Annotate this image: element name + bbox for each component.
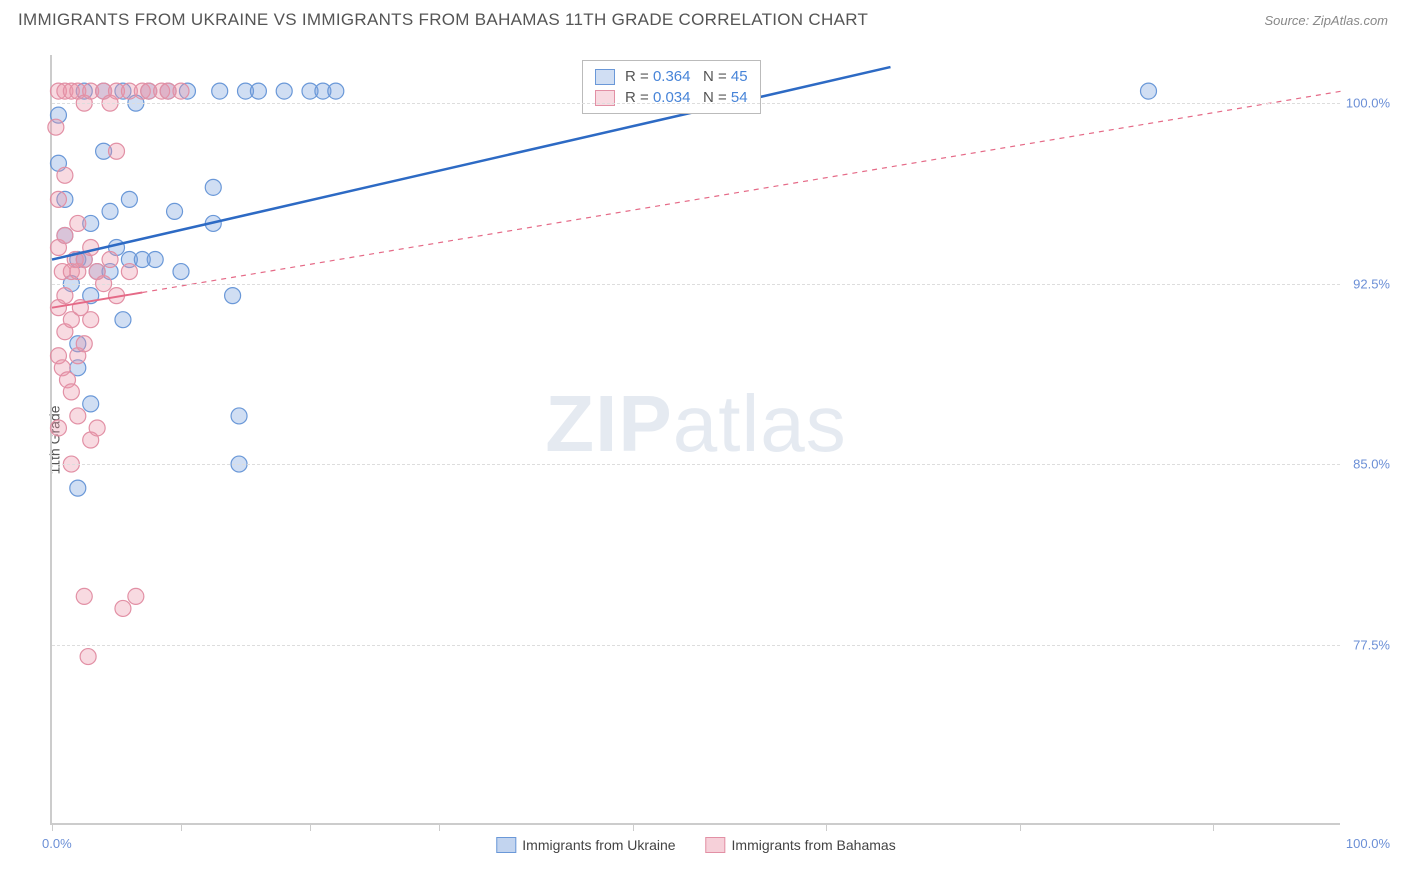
- data-point: [76, 336, 92, 352]
- data-point: [328, 83, 344, 99]
- data-point: [76, 588, 92, 604]
- n-ukraine: 45: [731, 68, 748, 85]
- data-point: [48, 119, 64, 135]
- x-tick-max: 100.0%: [1346, 836, 1390, 851]
- y-tick-label: 92.5%: [1353, 276, 1390, 291]
- data-point: [225, 288, 241, 304]
- correlation-legend: R = 0.364 N = 45 R = 0.034 N = 54: [582, 60, 761, 114]
- chart-title: IMMIGRANTS FROM UKRAINE VS IMMIGRANTS FR…: [18, 10, 868, 30]
- x-tick: [1213, 823, 1214, 831]
- data-point: [173, 83, 189, 99]
- regression-line-dashed: [142, 91, 1342, 292]
- data-point: [89, 420, 105, 436]
- y-tick-label: 85.0%: [1353, 457, 1390, 472]
- data-point: [50, 191, 66, 207]
- x-tick: [633, 823, 634, 831]
- data-point: [231, 408, 247, 424]
- data-point: [63, 384, 79, 400]
- data-point: [80, 649, 96, 665]
- gridline-h: [52, 645, 1340, 646]
- data-point: [109, 143, 125, 159]
- data-point: [50, 420, 66, 436]
- data-point: [83, 312, 99, 328]
- r-ukraine: 0.364: [653, 68, 691, 85]
- data-point: [167, 203, 183, 219]
- data-point: [102, 203, 118, 219]
- x-tick: [826, 823, 827, 831]
- swatch-ukraine: [595, 69, 615, 85]
- gridline-h: [52, 284, 1340, 285]
- data-point: [250, 83, 266, 99]
- data-point: [128, 588, 144, 604]
- data-point: [276, 83, 292, 99]
- title-bar: IMMIGRANTS FROM UKRAINE VS IMMIGRANTS FR…: [0, 0, 1406, 38]
- data-point: [121, 264, 137, 280]
- x-tick: [310, 823, 311, 831]
- data-point: [173, 264, 189, 280]
- legend-row-ukraine: R = 0.364 N = 45: [595, 66, 748, 87]
- series-legend: Immigrants from Ukraine Immigrants from …: [496, 837, 895, 853]
- x-tick: [181, 823, 182, 831]
- data-point: [57, 288, 73, 304]
- data-point: [205, 179, 221, 195]
- legend-row-bahamas: R = 0.034 N = 54: [595, 87, 748, 108]
- x-tick: [1020, 823, 1021, 831]
- data-point: [147, 252, 163, 268]
- source-label: Source: ZipAtlas.com: [1264, 13, 1388, 28]
- data-point: [83, 396, 99, 412]
- plot-region: ZIPatlas R = 0.364 N = 45 R = 0.034 N = …: [50, 55, 1340, 825]
- x-tick-min: 0.0%: [42, 836, 72, 851]
- legend-label-bahamas: Immigrants from Bahamas: [732, 837, 896, 853]
- swatch-ukraine-icon: [496, 837, 516, 853]
- legend-item-ukraine: Immigrants from Ukraine: [496, 837, 675, 853]
- data-point: [1141, 83, 1157, 99]
- data-point: [57, 227, 73, 243]
- swatch-bahamas-icon: [706, 837, 726, 853]
- y-tick-label: 100.0%: [1346, 96, 1390, 111]
- x-tick: [439, 823, 440, 831]
- y-tick-label: 77.5%: [1353, 637, 1390, 652]
- data-point: [102, 252, 118, 268]
- data-point: [212, 83, 228, 99]
- x-tick: [52, 823, 53, 831]
- gridline-h: [52, 464, 1340, 465]
- data-point: [121, 191, 137, 207]
- data-point: [70, 215, 86, 231]
- data-point: [115, 600, 131, 616]
- gridline-h: [52, 103, 1340, 104]
- data-point: [70, 408, 86, 424]
- data-point: [115, 312, 131, 328]
- plot-svg: [52, 55, 1340, 823]
- data-point: [70, 480, 86, 496]
- legend-item-bahamas: Immigrants from Bahamas: [706, 837, 896, 853]
- data-point: [57, 167, 73, 183]
- legend-label-ukraine: Immigrants from Ukraine: [522, 837, 675, 853]
- chart-area: 11th Grade ZIPatlas R = 0.364 N = 45 R =…: [50, 55, 1390, 825]
